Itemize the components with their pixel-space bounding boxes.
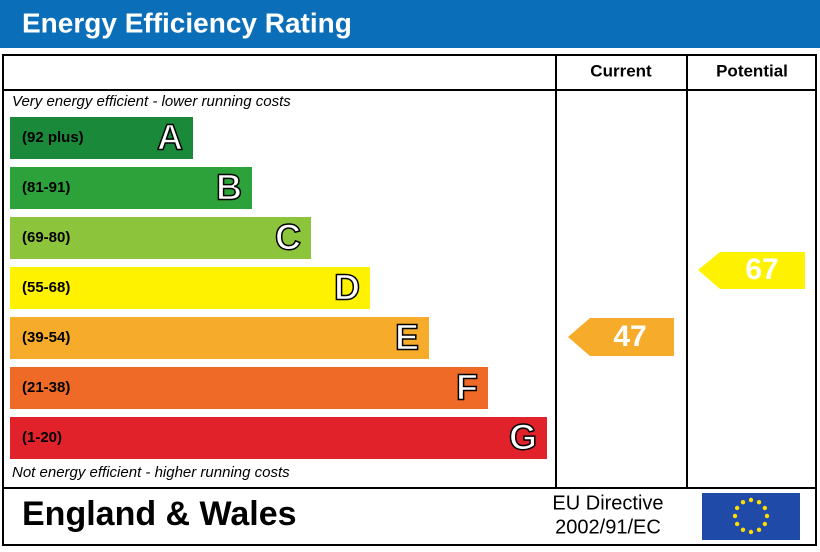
star xyxy=(756,499,762,505)
header-bar xyxy=(0,0,820,48)
star xyxy=(748,529,754,535)
frame xyxy=(2,54,817,546)
band-letter: B xyxy=(216,167,242,208)
potential-arrow xyxy=(698,252,805,289)
band-range: (69-80) xyxy=(22,229,70,246)
column-header: Potential xyxy=(716,61,788,80)
column-header: Current xyxy=(590,61,652,80)
eu-stars xyxy=(732,497,770,535)
band-letter: E xyxy=(395,317,419,358)
band-letter: A xyxy=(157,117,183,158)
star xyxy=(756,527,762,533)
current-rating: 47 xyxy=(613,320,646,353)
band xyxy=(10,317,429,359)
star xyxy=(762,521,768,527)
bottom-note: Not energy efficient - higher running co… xyxy=(12,464,290,481)
current-arrow xyxy=(568,318,674,356)
band-range: (1-20) xyxy=(22,429,62,446)
band-range: (81-91) xyxy=(22,179,70,196)
band xyxy=(10,117,193,159)
band-range: (55-68) xyxy=(22,279,70,296)
star xyxy=(764,513,770,519)
band xyxy=(10,417,547,459)
region: England & Wales xyxy=(22,495,297,533)
band-range: (21-38) xyxy=(22,379,70,396)
band-letter: F xyxy=(456,367,478,408)
directive: EU Directive xyxy=(552,492,663,514)
band-letter: D xyxy=(334,267,360,308)
band-range: (39-54) xyxy=(22,329,70,346)
star xyxy=(748,497,754,503)
band xyxy=(10,267,370,309)
star xyxy=(734,521,740,527)
directive: 2002/91/EC xyxy=(555,516,661,538)
star xyxy=(740,499,746,505)
band xyxy=(10,367,488,409)
band xyxy=(10,217,311,259)
star xyxy=(734,505,740,511)
star xyxy=(740,527,746,533)
star xyxy=(732,513,738,519)
bands: (92 plus) A (81-91) B (69-80) C (55-68) D (39-54… xyxy=(10,116,547,459)
title: Energy Efficiency Rating xyxy=(22,7,352,38)
top-note: Very energy efficient - lower running co… xyxy=(12,93,291,110)
star xyxy=(762,505,768,511)
band xyxy=(10,167,252,209)
band-letter: G xyxy=(509,417,537,458)
band-letter: C xyxy=(275,217,301,258)
band-range: (92 plus) xyxy=(22,129,84,146)
potential-rating: 67 xyxy=(745,253,778,286)
